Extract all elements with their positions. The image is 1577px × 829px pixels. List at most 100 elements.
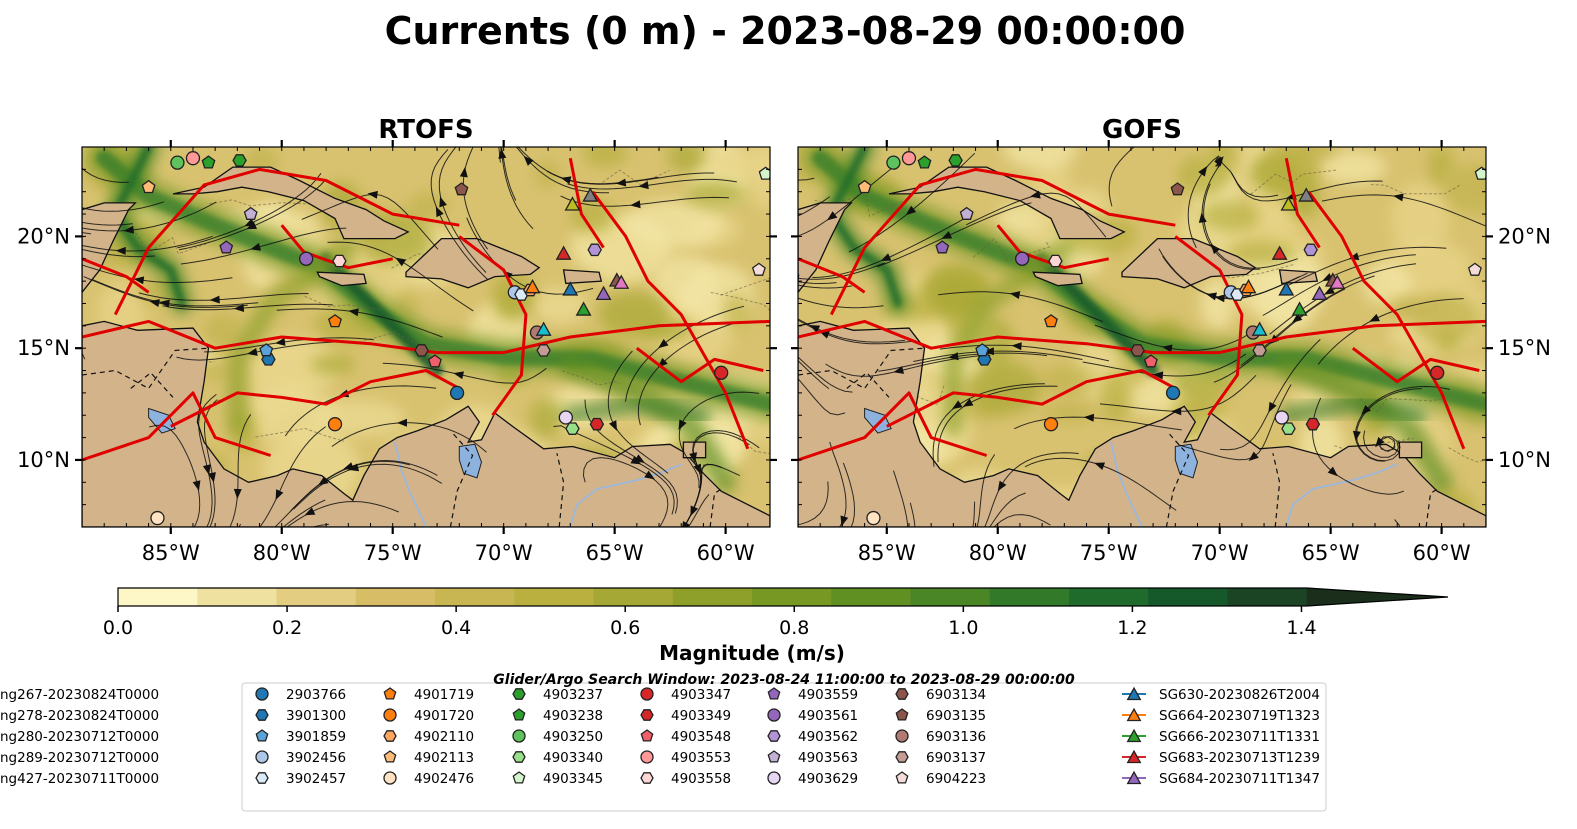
colorbar-tick-label: 0.4 [441, 617, 471, 639]
legend: Glider/Argo Search Window: 2023-08-24 11… [0, 672, 1327, 812]
colorbar-segment [197, 588, 278, 606]
marker-4903558 [332, 254, 347, 268]
marker-SG684-20230711T1347 [595, 285, 612, 301]
legend-label: 4903563 [798, 750, 858, 766]
marker-4903349 [1305, 417, 1321, 431]
legend-label: 4903559 [798, 687, 858, 703]
marker-4903345 [758, 166, 770, 180]
legend-marker [383, 708, 397, 722]
lon-tick-label: 80°W [969, 541, 1027, 565]
marker-SG683-20230713T1239 [555, 245, 572, 260]
legend-marker [640, 772, 654, 784]
legend-marker [640, 709, 654, 721]
legend-marker [640, 750, 654, 764]
marker-ng278-20230824T0000 [613, 274, 630, 289]
legend-entry: 4902113 [383, 750, 474, 766]
marker-4903559 [219, 240, 234, 254]
colorbar-segment [989, 588, 1070, 606]
legend-marker [767, 687, 781, 700]
colorbar-segment [672, 588, 753, 606]
marker-6904223 [751, 262, 766, 276]
legend-marker [895, 751, 909, 763]
legend-entry: 6903136 [895, 729, 986, 745]
lon-tick-label: 60°W [697, 541, 755, 565]
marker-4903250 [170, 155, 185, 170]
legend-label: 6903135 [926, 708, 986, 724]
marker-4903238 [201, 155, 216, 169]
legend-marker [767, 708, 781, 722]
legend-entry: 4901720 [383, 708, 474, 724]
legend-box [241, 682, 1327, 812]
legend-marker [640, 729, 654, 742]
marker-ng289-20230712T0000 [1280, 196, 1297, 211]
legend-marker [640, 687, 654, 701]
legend-entry: 4903559 [767, 687, 858, 703]
legend-entry: 2903766 [255, 687, 346, 703]
red-boundaries [82, 157, 770, 462]
platform-markers [141, 151, 770, 526]
lat-tick-label: 10°N [1498, 448, 1551, 472]
colorbar-tick-label: 1.0 [948, 617, 978, 639]
marker-4903349 [589, 417, 605, 431]
colorbar-segment [435, 588, 515, 606]
lon-tick-label: 70°W [475, 541, 533, 565]
map-field [82, 147, 770, 527]
marker-SG666-20230711T1331 [575, 301, 592, 316]
marker-4902113 [857, 179, 872, 194]
legend-entry: 4902476 [383, 771, 474, 787]
marker-4903553 [185, 151, 201, 166]
legend-label: 2903766 [286, 687, 346, 703]
legend-label: 6903137 [926, 750, 986, 766]
marker-6903134 [414, 344, 429, 357]
marker-4902476 [866, 510, 881, 526]
lat-tick-label: 15°N [1498, 336, 1551, 360]
colorbar-tick-label: 0.6 [610, 617, 640, 639]
legend-entry: 4903562 [767, 729, 858, 745]
marker-2903766 [1165, 385, 1181, 401]
marker-4903563 [243, 206, 258, 220]
legend-label: 3901859 [286, 729, 346, 745]
marker-4903237 [232, 154, 247, 167]
streamlines [82, 147, 760, 527]
marker-4903561 [1015, 251, 1030, 266]
legend-entry: 4903563 [767, 750, 858, 766]
marker-4901720 [1043, 417, 1059, 432]
marker-4903562 [587, 243, 602, 257]
marker-SG664-20230719T1323 [1240, 279, 1257, 294]
marker-4903347 [714, 365, 729, 380]
legend-label: 6904223 [926, 771, 986, 787]
legend-entry: 6903137 [895, 750, 986, 766]
lon-tick-label: 65°W [1302, 541, 1360, 565]
legend-entry: 3901859 [255, 729, 346, 745]
marker-4902113 [141, 179, 156, 194]
legend-label: 3901300 [286, 708, 346, 724]
legend-entry: 3902456 [255, 750, 346, 766]
legend-entry: 4903561 [767, 708, 858, 724]
lat-tick-label: 20°N [1498, 224, 1551, 248]
legend-label: 6903134 [926, 687, 986, 703]
legend-entry: SG683-20230713T1239 [1122, 749, 1320, 766]
legend-marker [1126, 707, 1142, 722]
marker-ng278-20230824T0000 [1329, 274, 1346, 289]
legend-marker [767, 771, 781, 785]
colorbar-segment [276, 588, 357, 606]
marker-4903558 [1048, 254, 1063, 268]
legend-entry: 3901300 [255, 708, 346, 724]
marker-ng280-20230712T0000 [582, 187, 599, 202]
marker-SG630-20230826T2004 [1278, 281, 1295, 296]
legend-entry: 4903349 [640, 708, 731, 724]
legend-marker [255, 687, 269, 701]
legend-marker [512, 751, 526, 763]
colorbar-tick-label: 1.4 [1286, 617, 1316, 639]
legend-label: 4902110 [414, 729, 474, 745]
marker-6903135 [454, 182, 469, 196]
red-boundaries [798, 157, 1486, 462]
marker-SG684-20230711T1347 [1311, 285, 1328, 301]
legend-marker [1126, 728, 1142, 743]
legend-entry: 4903553 [640, 750, 731, 766]
legend-label: 4903562 [798, 729, 858, 745]
legend-entry: 4903548 [640, 729, 731, 745]
colorbar-tick-label: 0.8 [779, 617, 809, 639]
legend-entry: SG664-20230719T1323 [1122, 707, 1320, 724]
